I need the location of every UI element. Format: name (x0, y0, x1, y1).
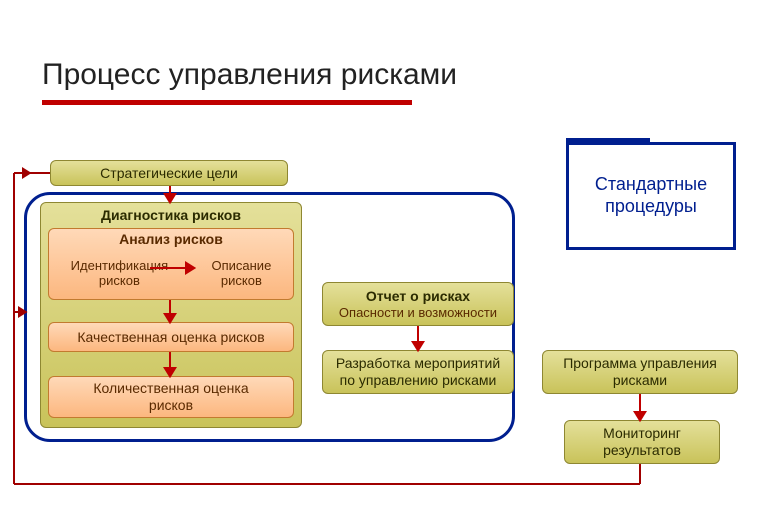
node-analysis: Анализ рисков Идентификация рисков Описа… (48, 228, 294, 300)
qualitative-label: Качественная оценка рисков (77, 329, 264, 346)
node-goals: Стратегические цели (50, 160, 288, 186)
develop-label: Разработка мероприятий по управлению рис… (336, 355, 500, 389)
program-label: Программа управления рисками (563, 355, 717, 389)
node-monitor: Мониторинг результатов (564, 420, 720, 464)
analysis-left: Идентификация рисков (71, 258, 168, 289)
page-title: Процесс управления рисками (42, 58, 457, 92)
procedures-box: Стандартные процедуры (566, 142, 736, 250)
goals-label: Стратегические цели (100, 165, 238, 182)
procedures-line2: процедуры (605, 196, 697, 218)
monitor-label: Мониторинг результатов (603, 425, 681, 459)
report-sub: Опасности и возможности (339, 305, 497, 321)
analysis-title: Анализ рисков (119, 231, 223, 248)
quantitative-label: Количественная оценка рисков (93, 380, 248, 414)
node-program: Программа управления рисками (542, 350, 738, 394)
node-develop: Разработка мероприятий по управлению рис… (322, 350, 514, 394)
analysis-right: Описание рисков (211, 258, 271, 289)
node-qualitative: Качественная оценка рисков (48, 322, 294, 352)
title-rule (42, 100, 412, 105)
node-quantitative: Количественная оценка рисков (48, 376, 294, 418)
diagnostics-label: Диагностика рисков (101, 207, 241, 224)
report-title: Отчет о рисках (366, 288, 470, 305)
node-report: Отчет о рисках Опасности и возможности (322, 282, 514, 326)
procedures-line1: Стандартные (595, 174, 707, 196)
